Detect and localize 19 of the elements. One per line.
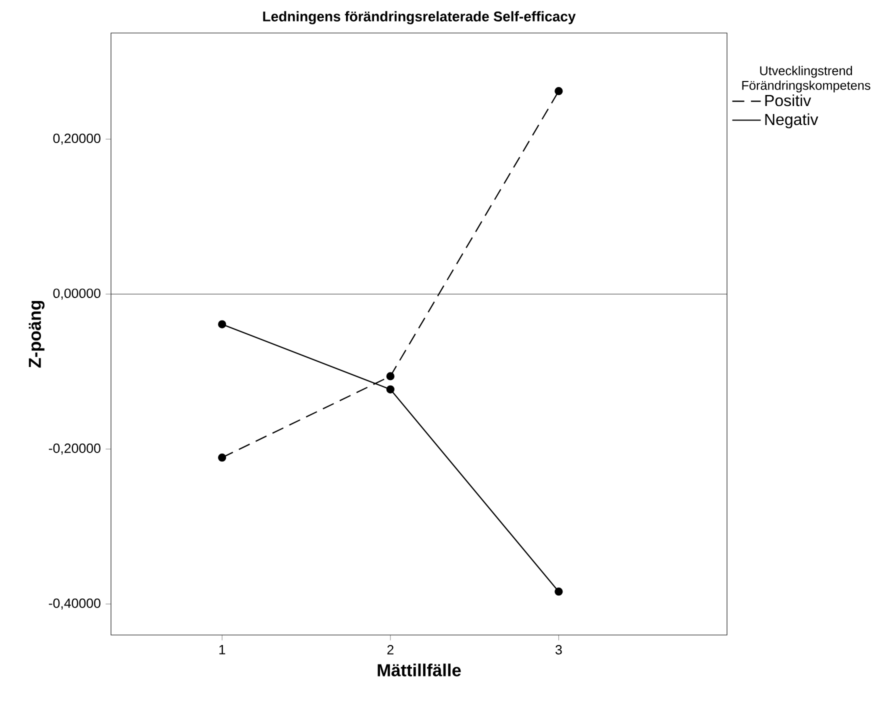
point [218,454,226,462]
legend-title: Utvecklingstrend Förändringskompetens [742,66,870,92]
y-tick-label: -0,20000 [48,444,100,455]
point [386,372,394,380]
point [218,320,226,328]
legend-label: Positiv [765,94,812,106]
point [554,87,563,96]
y-axis-title: Z-poäng [28,300,45,368]
chart-title: Ledningens förändringsrelaterade Self-efficacy [263,11,576,24]
point [386,385,394,394]
legend-label: Negativ [765,113,818,128]
x-tick-label: 3 [556,645,562,654]
x-tick-label: 2 [387,645,394,654]
y-tick-label: -0,40000 [48,598,100,610]
point [554,588,563,596]
y-tick-label: 0,20000 [53,134,100,145]
x-tick-label: 1 [219,645,226,654]
x-axis-title: Mättillfälle [378,664,461,676]
y-tick-label: 0,00000 [53,288,100,300]
